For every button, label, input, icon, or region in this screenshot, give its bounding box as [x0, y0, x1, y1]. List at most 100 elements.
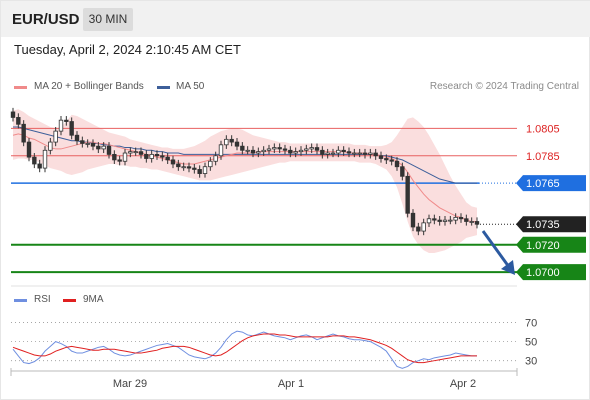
candle-body [240, 145, 245, 151]
timeframe-button[interactable]: 30 MIN [83, 8, 133, 31]
level-label-1.0735: 1.0735 [526, 219, 560, 231]
candle-body [245, 149, 250, 152]
chart-header: EUR/USD 30 MIN [1, 1, 590, 37]
candle-body [458, 216, 464, 220]
ma50-line [13, 126, 477, 184]
candle-body [186, 166, 192, 169]
candle-body [74, 134, 80, 142]
candle-body [128, 151, 133, 154]
candle-body [421, 222, 426, 232]
candle-body [176, 163, 181, 168]
legend-ma20-swatch [14, 86, 27, 89]
candle-body [325, 152, 330, 155]
legend-9ma-label: 9MA [83, 294, 104, 305]
candle-body [197, 169, 202, 174]
level-tag-1.0700 [516, 264, 586, 281]
candle-body [16, 117, 21, 125]
candle-body [90, 143, 96, 147]
candle-body [181, 166, 186, 169]
candle-body [256, 151, 261, 154]
candle-body [165, 156, 170, 161]
legend-ma20-label: MA 20 + Bollinger Bands [34, 81, 144, 92]
timestamp: Tuesday, April 2, 2024 2:10:45 AM CET [14, 42, 241, 57]
candle-body [10, 111, 16, 118]
candle-body [85, 143, 90, 145]
projection-arrowhead [501, 260, 515, 275]
candle-body [26, 141, 32, 158]
rsi-tick-label: 50 [525, 337, 537, 349]
candle-body [394, 160, 400, 168]
rsi-tick-label: 30 [525, 356, 537, 368]
candle-body [405, 175, 410, 214]
candle-body [437, 219, 442, 222]
candle-body [314, 147, 320, 151]
level-label-1.0785: 1.0785 [526, 151, 560, 163]
candle-body [138, 151, 144, 155]
candle-body [170, 159, 176, 165]
candle-body [373, 152, 378, 157]
candle-body [304, 148, 309, 151]
candle-body [229, 138, 234, 143]
candle-body [154, 153, 160, 157]
legend-ma50-swatch [157, 86, 170, 89]
candle-body [282, 148, 288, 151]
level-tag-1.0720 [516, 236, 586, 253]
candle-body [32, 156, 37, 165]
candle-body [453, 216, 458, 221]
candle-body [202, 166, 208, 174]
candle-body [330, 152, 336, 155]
candle-body [362, 152, 368, 155]
candle-body [192, 167, 197, 170]
candle-body [160, 155, 165, 158]
candle-body [352, 152, 357, 155]
candle-body [378, 155, 384, 159]
candle-body [213, 155, 218, 162]
candle-body [442, 219, 448, 222]
candle-body [426, 218, 432, 224]
rsi-line [12, 330, 477, 369]
candle-body [96, 145, 101, 150]
candle-body [464, 218, 469, 222]
candle-body [250, 149, 256, 154]
x-tick-label: Mar 29 [113, 378, 147, 390]
candle-body [469, 221, 474, 223]
candle-body [298, 149, 304, 153]
candle-body [112, 153, 117, 161]
candle-body [293, 151, 298, 154]
candle-body [122, 152, 128, 162]
candle-body [410, 212, 416, 228]
candle-body [368, 152, 373, 155]
projection-arrow [481, 230, 511, 268]
legend-rsi-label: RSI [34, 294, 51, 305]
candle-body [384, 158, 389, 161]
candle-body [261, 149, 266, 153]
candle-body [336, 149, 341, 154]
level-tag-1.0765 [516, 175, 586, 192]
candle-body [346, 151, 352, 154]
candle-body [218, 144, 224, 157]
candle-body [341, 149, 346, 153]
rsi-9ma-line [12, 333, 477, 364]
candle-body [224, 138, 229, 146]
legend-rsi-swatch [14, 299, 27, 302]
candle-body [416, 226, 421, 232]
copyright-text: Research © 2024 Trading Central [429, 81, 579, 92]
candle-body [448, 219, 453, 222]
candle-body [80, 140, 85, 144]
candle-body [432, 218, 437, 221]
candle-body [309, 147, 314, 150]
candle-body [133, 151, 138, 154]
candle-body [48, 141, 53, 151]
level-label-1.0805: 1.0805 [526, 123, 560, 135]
legend-ma50-label: MA 50 [176, 81, 205, 92]
candle-body [277, 147, 282, 150]
level-label-1.0720: 1.0720 [526, 240, 560, 252]
candle-body [266, 148, 272, 151]
bollinger-band [13, 109, 477, 253]
rsi-tick-label: 70 [525, 318, 537, 330]
candle-body [64, 119, 69, 122]
candle-body [106, 145, 112, 155]
candle-body [234, 141, 240, 147]
